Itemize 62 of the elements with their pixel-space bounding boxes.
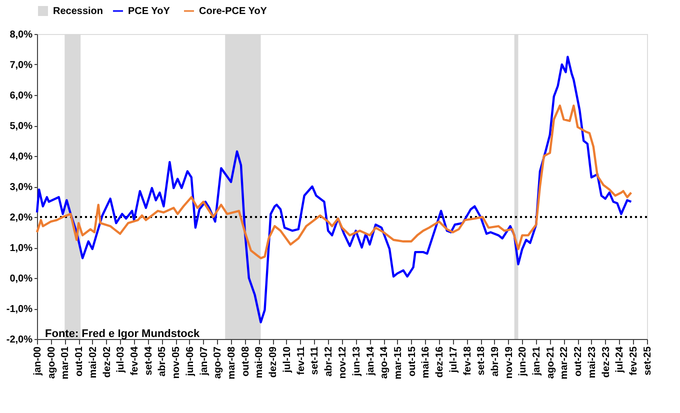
x-tick-label: jul-24 [614,346,626,374]
x-tick-label: dez-16 [434,346,446,378]
x-tick-label: mar-22 [559,346,570,380]
x-tick-label: mai-02 [88,346,99,378]
x-tick-label: set-11 [310,346,321,375]
x-tick-label: out-15 [406,346,418,376]
x-tick-label: set-18 [476,346,488,376]
x-tick-label: mai-23 [586,346,598,378]
x-tick-label: nov-19 [504,346,515,379]
annotation: Fonte: Fred e Igor Mundstock [45,328,200,340]
x-tick-label: ago-14 [379,346,390,379]
x-tick-label: fev-18 [462,346,474,376]
x-tick-label: mar-15 [392,346,404,380]
y-tick-label: -1,0% [6,304,33,315]
y-tick-label: 1,0% [10,243,33,254]
x-tick-label: nov-12 [338,346,349,379]
x-tick-label: dez-02 [102,346,113,378]
x-tick-label: set-04 [143,346,154,376]
x-tick-label: mai-16 [420,346,432,378]
y-tick-label: 8,0% [10,30,33,40]
x-tick-label: set-25 [642,346,654,376]
x-tick-label: jun-06 [184,346,196,377]
x-tick-label: jan-07 [198,346,210,376]
x-tick-label: fev-25 [628,346,640,376]
x-tick-label: fev-04 [130,346,141,376]
y-tick-label: 2,0% [10,212,33,224]
x-tick-label: out-01 [74,346,86,376]
x-tick-label: dez-23 [600,346,612,378]
x-tick-label: nov-05 [171,346,182,379]
x-tick-label: abr-05 [157,346,168,377]
y-tick-label: 7,0% [10,60,33,71]
legend-label: PCE YoY [128,6,170,17]
x-tick-label: jun-20 [518,346,529,377]
x-tick-label: jul-10 [282,346,293,374]
x-tick-label: mai-09 [254,346,266,378]
line-series [36,56,632,324]
x-tick-label: ago-07 [212,346,224,379]
x-tick-label: out-22 [573,346,584,376]
x-tick-label: dez-09 [268,346,280,378]
x-tick-label: jul-03 [116,346,127,374]
y-tick-label: 4,0% [10,152,33,162]
x-tick-label: mar-01 [60,346,72,380]
x-tick-label: jan-00 [32,346,44,376]
legend-label: Recession [53,6,104,17]
x-tick-label: jul-17 [448,346,460,374]
x-tick-label: fev-11 [296,346,307,375]
legend-label: Core-PCE YoY [199,6,268,17]
y-tick-label: 0,0% [10,274,33,284]
x-tick-label: jun-13 [351,346,362,377]
x-tick-label: ago-21 [545,346,556,379]
y-tick-label: -2,0% [6,334,33,346]
y-tick-label: 6,0% [10,90,33,102]
x-tick-label: abr-19 [490,346,501,377]
x-tick-label: ago-00 [46,346,58,379]
x-tick-label: mar-08 [226,346,238,380]
y-tick-label: 3,0% [10,182,33,193]
x-tick-label: abr-12 [324,346,335,377]
y-tick-label: 5,0% [10,121,33,132]
x-tick-label: jan-21 [532,346,543,376]
x-tick-label: out-08 [240,346,252,376]
x-tick-label: jan-14 [365,346,376,376]
line-series [36,104,632,260]
